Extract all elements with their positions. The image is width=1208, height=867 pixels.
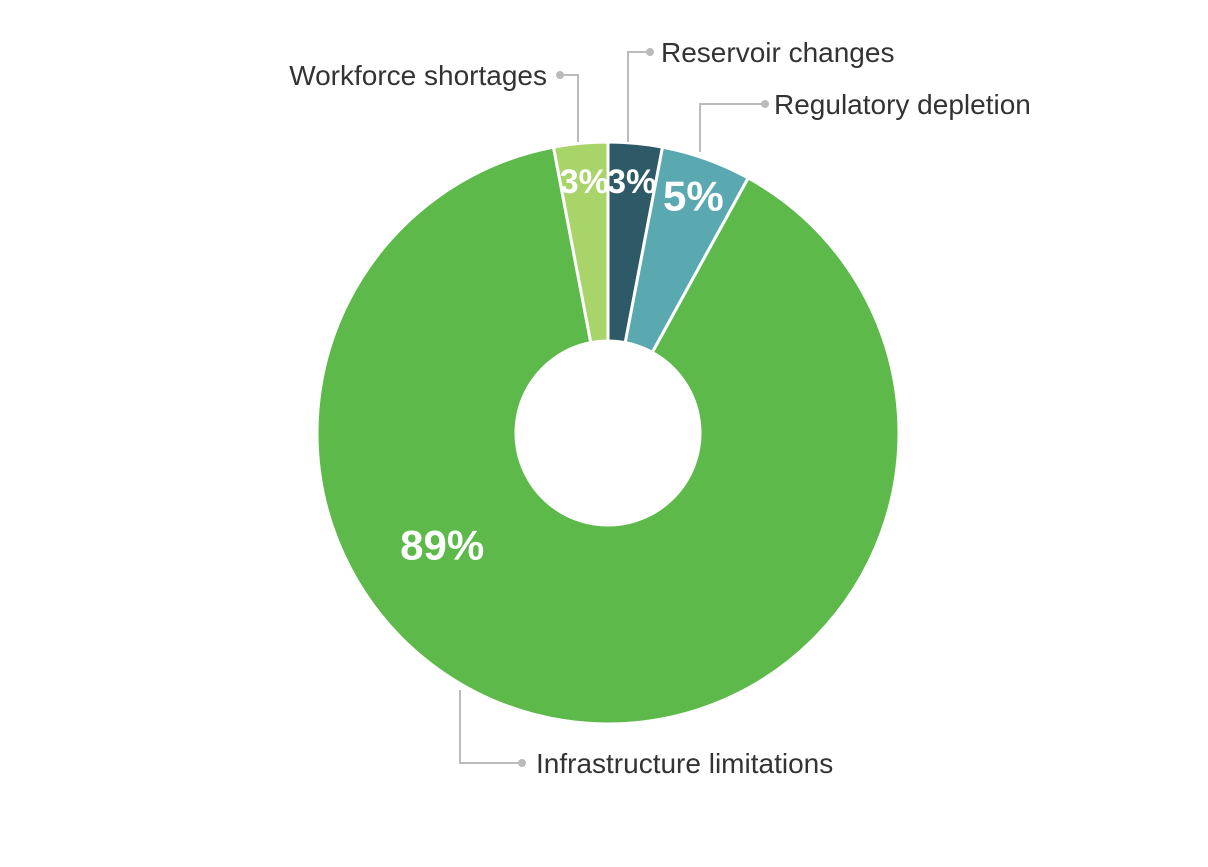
leader-dot-regulatory-depletion — [761, 100, 769, 108]
category-label-regulatory-depletion: Regulatory depletion — [774, 89, 1031, 120]
leader-dot-workforce-shortages — [556, 71, 564, 79]
category-label-reservoir-changes: Reservoir changes — [661, 37, 894, 68]
value-label-regulatory-depletion: 5% — [663, 172, 724, 219]
donut-slice-workforce-shortages — [551, 140, 610, 345]
category-label-workforce-shortages: Workforce shortages — [289, 60, 547, 91]
leader-dot-infrastructure-limitations — [518, 759, 526, 767]
leader-line-regulatory-depletion — [699, 103, 765, 152]
value-label-infrastructure-limitations: 89% — [400, 521, 484, 568]
leader-line-reservoir-changes — [627, 51, 650, 142]
value-label-reservoir-changes: 3% — [607, 163, 656, 201]
category-label-infrastructure-limitations: Infrastructure limitations — [536, 748, 833, 779]
leader-dot-reservoir-changes — [646, 48, 654, 56]
leader-line-workforce-shortages — [560, 74, 579, 142]
donut-slice-infrastructure-limitations — [315, 145, 901, 726]
leader-line-infrastructure-limitations — [459, 690, 522, 764]
value-label-workforce-shortages: 3% — [560, 163, 609, 201]
